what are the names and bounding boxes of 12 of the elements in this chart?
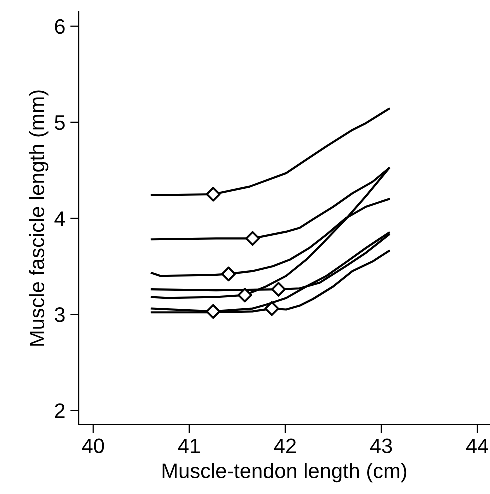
x-tick-label: 42 (274, 438, 296, 454)
x-tick-label: 41 (178, 438, 200, 454)
x-tick-label: 40 (82, 438, 104, 454)
x-axis-title: Muscle-tendon length (cm) (162, 463, 407, 483)
x-tick-label: 43 (370, 438, 392, 454)
x-tick-label: 44 (466, 438, 488, 454)
y-tick-label: 2 (55, 404, 65, 418)
y-tick-label: 5 (55, 116, 65, 130)
y-tick-label: 3 (55, 308, 65, 322)
y-axis-title: Muscle fascicle length (mm) (29, 90, 49, 346)
y-tick-label: 4 (54, 212, 66, 226)
y-tick-label: 6 (55, 19, 65, 34)
